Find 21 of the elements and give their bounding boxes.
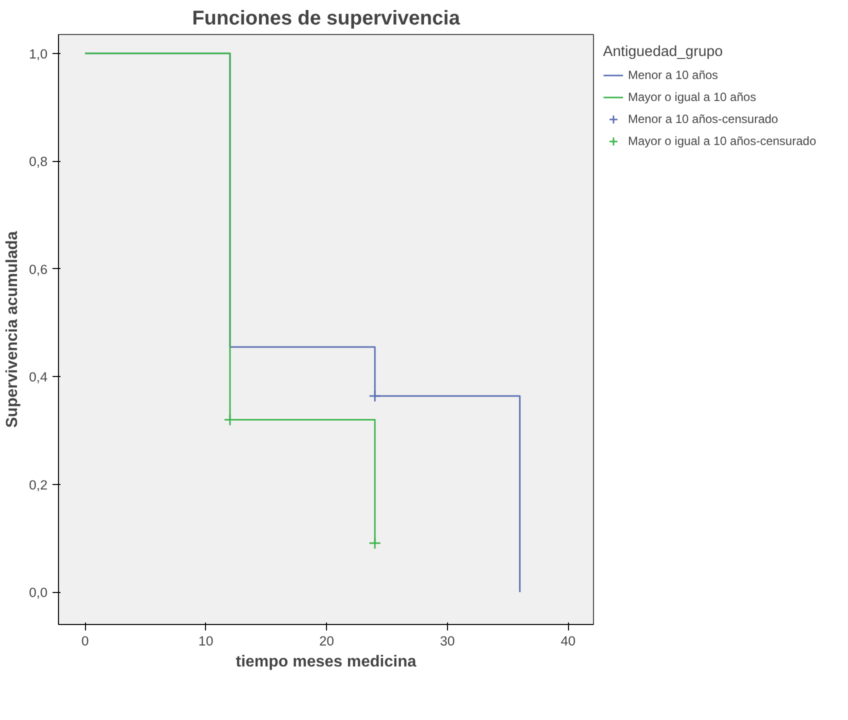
- y-tick-label: 0,8: [28, 154, 48, 170]
- y-axis-title: Supervivencia acumulada: [4, 231, 21, 428]
- x-tick-label: 20: [319, 634, 334, 648]
- legend-label: Mayor o igual a 10 años-censurado: [628, 134, 816, 148]
- y-tick-label: 0,2: [28, 477, 48, 492]
- y-tick-label: 0,6: [28, 262, 48, 277]
- y-tick-label: 1,0: [28, 46, 48, 62]
- point: [368, 390, 382, 402]
- x-tick-label: 30: [440, 634, 455, 648]
- y-tick-label: 0,4: [28, 370, 48, 385]
- y-tick-label: 0,0: [28, 585, 48, 600]
- legend-label: Menor a 10 años-censurado: [628, 112, 778, 126]
- x-tick-label: 40: [560, 634, 576, 648]
- legend-label: Menor a 10 años: [628, 68, 718, 82]
- legend-title: Antiguedad_grupo: [603, 44, 724, 60]
- x-axis-title: tiempo meses medicina: [236, 654, 416, 670]
- legend-label: Mayor o igual a 10 años: [628, 90, 756, 104]
- x-tick-label: 0: [81, 634, 89, 648]
- point: [368, 536, 382, 550]
- x-tick-label: 10: [198, 634, 214, 648]
- chart-title: Funciones de supervivencia: [192, 8, 461, 30]
